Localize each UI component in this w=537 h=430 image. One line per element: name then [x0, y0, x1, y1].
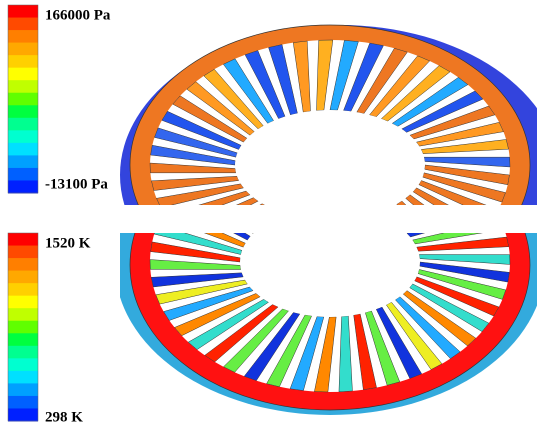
- colorbar-swatch: [8, 408, 38, 421]
- figure: 166000 Pa -13100 Pa 1520 K 298 K: [0, 0, 537, 430]
- colorbar-swatch: [8, 271, 38, 284]
- colorbar-swatch: [8, 55, 38, 68]
- colorbar-swatch: [8, 93, 38, 106]
- colorbar-swatch: [8, 180, 38, 193]
- colorbar-swatch: [8, 371, 38, 384]
- colorbar-swatch: [8, 68, 38, 81]
- colorbar-swatch: [8, 105, 38, 118]
- colorbar-swatch: [8, 168, 38, 181]
- colorbar-swatch: [8, 258, 38, 271]
- colorbar-swatch: [8, 30, 38, 43]
- colorbar-min-label: 298 K: [45, 409, 83, 425]
- colorbar-swatch: [8, 283, 38, 296]
- colorbar-max-label: 1520 K: [45, 235, 91, 251]
- colorbar-swatch: [8, 333, 38, 346]
- colorbar-swatch: [8, 155, 38, 168]
- colorbar-swatch: [8, 383, 38, 396]
- colorbar-swatch: [8, 80, 38, 93]
- colorbar-swatch: [8, 346, 38, 359]
- colorbar-swatch: [8, 118, 38, 131]
- colorbar-swatch: [8, 358, 38, 371]
- colorbar-swatch: [8, 143, 38, 156]
- colorbar-swatch: [8, 43, 38, 56]
- colorbar-swatch: [8, 130, 38, 143]
- blade: [407, 204, 497, 237]
- colorbar-swatch: [8, 321, 38, 334]
- colorbar: [8, 233, 38, 422]
- colorbar-swatch: [8, 296, 38, 309]
- hub: [240, 207, 420, 317]
- colorbar-swatch: [8, 18, 38, 31]
- colorbar-swatch: [8, 233, 38, 246]
- colorbar-swatch: [8, 308, 38, 321]
- colorbar-min-label: -13100 Pa: [45, 176, 108, 192]
- colorbar-swatch: [8, 396, 38, 409]
- colorbar-max-label: 166000 Pa: [45, 7, 111, 23]
- colorbar: [8, 5, 38, 194]
- colorbar-swatch: [8, 5, 38, 18]
- colorbar-swatch: [8, 246, 38, 259]
- hub: [235, 110, 425, 220]
